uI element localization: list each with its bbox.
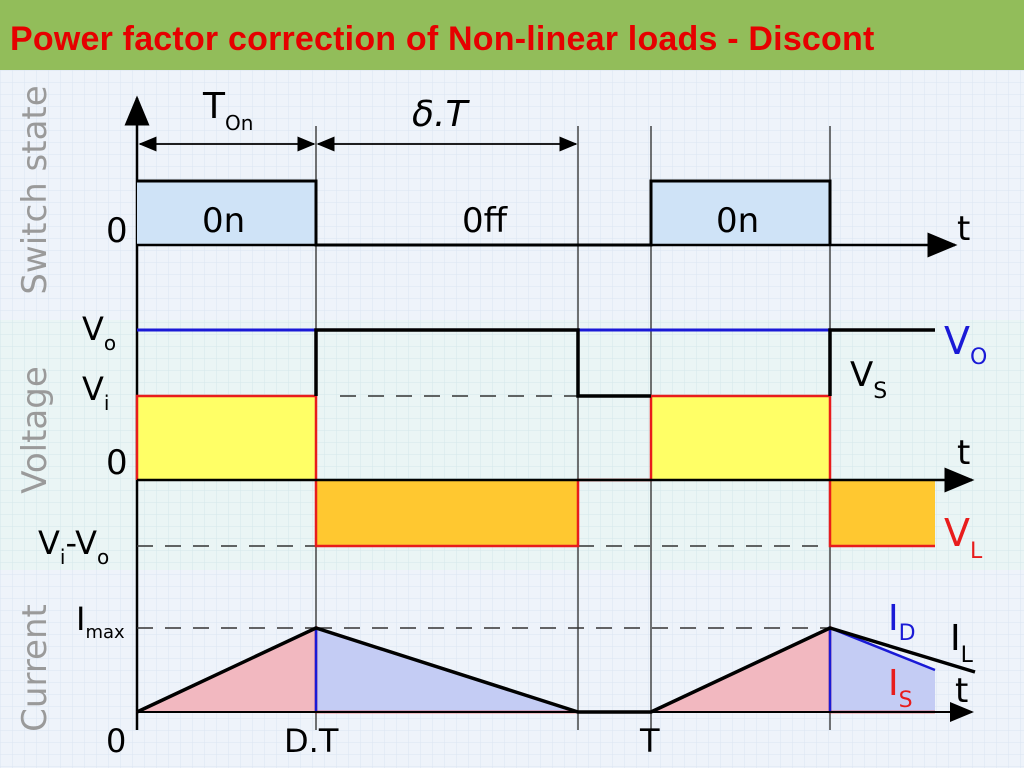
vi-fill-1 — [137, 396, 316, 480]
switch-on-1: 0n — [202, 201, 245, 241]
vs-waveform-2 — [828, 328, 935, 396]
vl-legend: VL — [944, 511, 983, 564]
x-label-dt: D.T — [284, 722, 339, 760]
is-legend: IS — [888, 663, 913, 713]
switch-on-2: 0n — [716, 201, 759, 241]
slide-title: Power factor correction of Non-linear lo… — [10, 20, 875, 58]
switch-on-fill-1 — [137, 181, 316, 245]
vi-fill-2 — [651, 396, 830, 480]
title-bar: Power factor correction of Non-linear lo… — [0, 0, 1024, 70]
x-label-zero: 0 — [106, 722, 126, 760]
switch-off: 0ff — [462, 201, 509, 241]
il-legend: IL — [950, 618, 974, 668]
id-legend: ID — [888, 598, 916, 646]
voltage-label: Voltage — [15, 366, 55, 494]
vs-legend: VS — [850, 355, 887, 404]
vivo-axis-label: Vi-Vo — [38, 524, 109, 569]
switch-waveform — [137, 179, 832, 247]
vo-legend: VO — [944, 319, 987, 370]
vi-axis-label: Vi — [82, 370, 109, 415]
id-fill-2 — [830, 628, 935, 712]
switch-state-label: Switch state — [15, 85, 55, 294]
vo-axis-label: Vo — [82, 310, 116, 355]
voltage-zero: 0 — [106, 443, 128, 483]
switch-zero: 0 — [106, 211, 128, 251]
vl-fill-1 — [316, 480, 578, 546]
voltage-t-label: t — [957, 433, 970, 473]
il-waveform — [136, 626, 976, 714]
vl-fill-2 — [830, 480, 935, 546]
switch-on-fill-2 — [651, 181, 830, 245]
x-label-T: T — [639, 722, 660, 760]
waveform-diagram: Switch state Voltage Current TOn δ.T 0n … — [0, 70, 1024, 768]
vs-waveform-1 — [314, 328, 651, 398]
current-label: Current — [15, 604, 55, 732]
imax-axis-label: Imax — [76, 600, 125, 643]
switch-t-label: t — [957, 209, 970, 249]
delta-t-label: δ.T — [412, 94, 470, 135]
current-t-label: t — [955, 671, 968, 711]
ton-label: TOn — [202, 86, 253, 135]
